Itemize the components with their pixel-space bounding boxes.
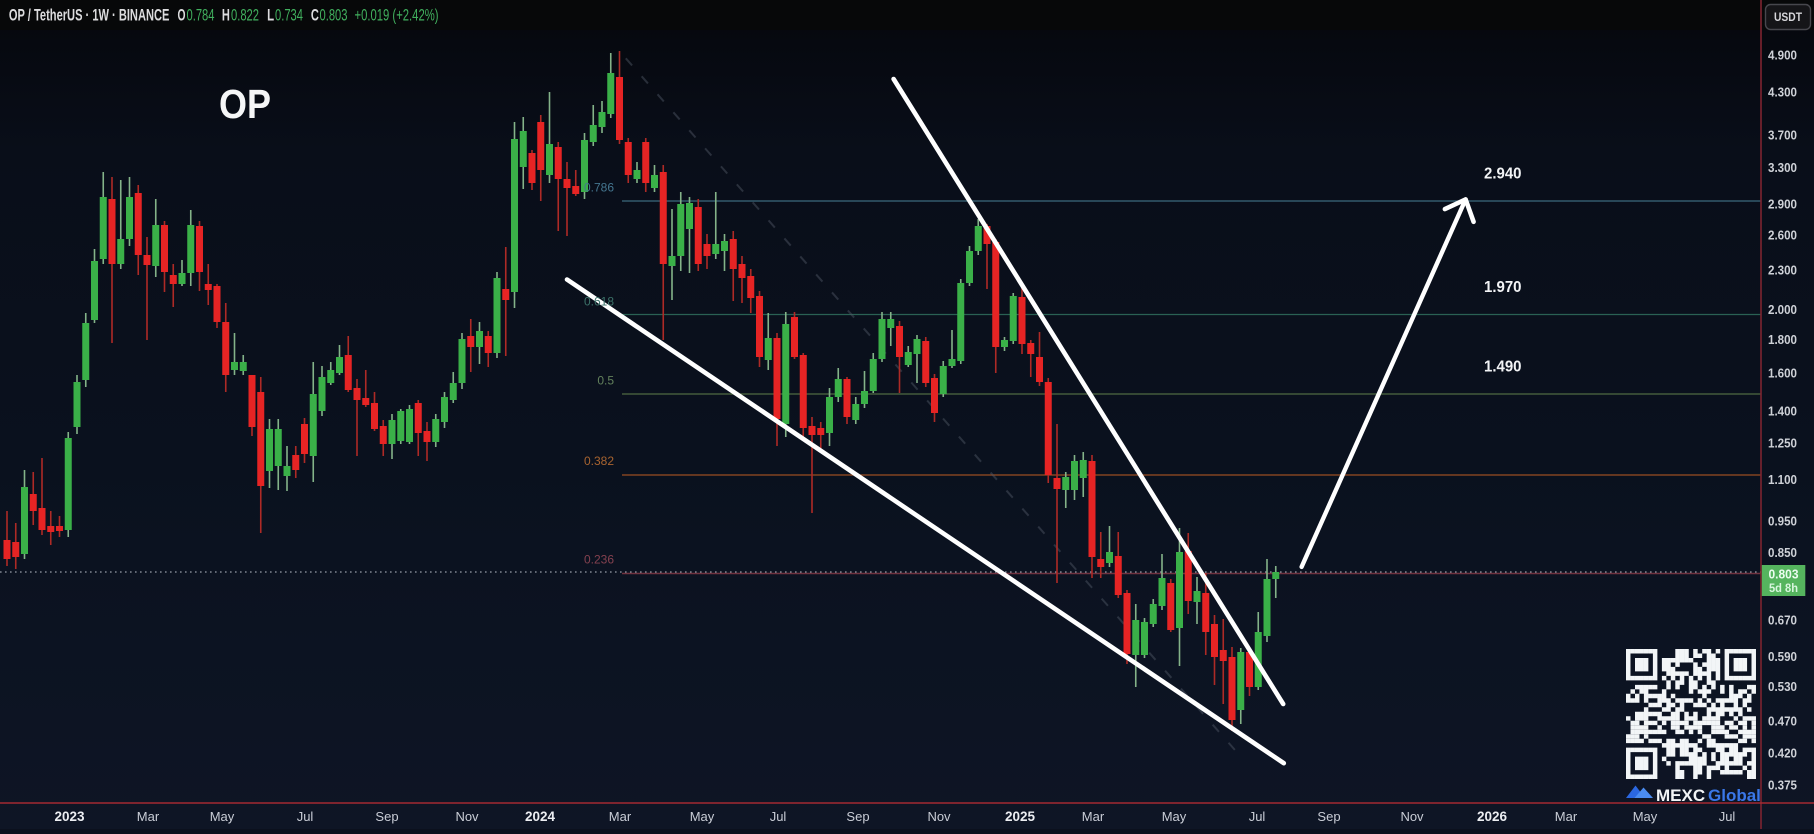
svg-text:2.940: 2.940: [1484, 166, 1522, 183]
svg-text:2.300: 2.300: [1768, 263, 1797, 277]
svg-text:Jul: Jul: [297, 809, 314, 824]
svg-text:Jul: Jul: [1249, 809, 1266, 824]
svg-text:0.803: 0.803: [1769, 568, 1799, 582]
svg-text:0.382: 0.382: [584, 454, 614, 468]
svg-text:H: H: [222, 7, 230, 25]
svg-text:1.970: 1.970: [1484, 279, 1522, 296]
svg-text:Sep: Sep: [1317, 809, 1340, 824]
svg-text:L: L: [267, 7, 274, 25]
svg-text:Mar: Mar: [1082, 809, 1105, 824]
svg-text:Sep: Sep: [846, 809, 869, 824]
svg-text:1.490: 1.490: [1484, 359, 1522, 376]
svg-text:Global: Global: [1708, 786, 1761, 805]
svg-text:Mar: Mar: [137, 809, 160, 824]
svg-text:Nov: Nov: [927, 809, 951, 824]
svg-text:3.300: 3.300: [1768, 161, 1797, 175]
svg-text:0.950: 0.950: [1768, 515, 1797, 529]
svg-text:2025: 2025: [1005, 809, 1036, 824]
svg-text:0.236: 0.236: [584, 553, 614, 567]
svg-text:O: O: [178, 7, 186, 25]
svg-text:May: May: [210, 809, 235, 824]
svg-text:0.803: 0.803: [320, 7, 348, 25]
svg-text:1.600: 1.600: [1768, 366, 1797, 380]
svg-text:2.600: 2.600: [1768, 229, 1797, 243]
svg-text:Jul: Jul: [770, 809, 787, 824]
svg-text:May: May: [1633, 809, 1658, 824]
svg-text:0.618: 0.618: [584, 295, 614, 309]
svg-text:Nov: Nov: [1400, 809, 1424, 824]
svg-text:0.470: 0.470: [1768, 714, 1797, 728]
svg-text:2.000: 2.000: [1768, 303, 1797, 317]
svg-text:0.420: 0.420: [1768, 746, 1797, 760]
svg-text:0.850: 0.850: [1768, 546, 1797, 560]
svg-text:+0.019 (+2.42%): +0.019 (+2.42%): [355, 7, 439, 25]
svg-text:4.300: 4.300: [1768, 86, 1797, 100]
svg-text:May: May: [1162, 809, 1187, 824]
svg-text:4.900: 4.900: [1768, 49, 1797, 63]
svg-text:2026: 2026: [1477, 809, 1508, 824]
svg-text:Nov: Nov: [455, 809, 479, 824]
svg-text:1.100: 1.100: [1768, 473, 1797, 487]
svg-text:1.400: 1.400: [1768, 404, 1797, 418]
svg-text:1.250: 1.250: [1768, 437, 1797, 451]
svg-text:2024: 2024: [525, 809, 556, 824]
svg-text:OP / TetherUS · 1W · BINANCE: OP / TetherUS · 1W · BINANCE: [9, 7, 170, 25]
svg-text:0.822: 0.822: [231, 7, 259, 25]
svg-text:C: C: [311, 7, 319, 25]
svg-text:Mar: Mar: [609, 809, 632, 824]
svg-text:2.900: 2.900: [1768, 198, 1797, 212]
svg-text:0.530: 0.530: [1768, 680, 1797, 694]
svg-text:0.375: 0.375: [1768, 779, 1797, 793]
svg-text:3.700: 3.700: [1768, 128, 1797, 142]
svg-text:Mar: Mar: [1555, 809, 1578, 824]
svg-text:0.786: 0.786: [584, 181, 614, 195]
svg-text:May: May: [690, 809, 715, 824]
svg-text:Sep: Sep: [375, 809, 398, 824]
svg-text:0.734: 0.734: [275, 7, 303, 25]
svg-text:0.784: 0.784: [187, 7, 215, 25]
svg-text:MEXC: MEXC: [1656, 786, 1705, 805]
svg-text:5d 8h: 5d 8h: [1769, 581, 1798, 595]
svg-text:0.5: 0.5: [597, 374, 614, 388]
svg-text:1.800: 1.800: [1768, 333, 1797, 347]
svg-text:0.590: 0.590: [1768, 650, 1797, 664]
svg-text:Jul: Jul: [1719, 809, 1736, 824]
svg-text:0.670: 0.670: [1768, 614, 1797, 628]
svg-text:2023: 2023: [54, 809, 85, 824]
svg-text:USDT: USDT: [1774, 10, 1803, 24]
svg-text:OP: OP: [219, 81, 271, 127]
